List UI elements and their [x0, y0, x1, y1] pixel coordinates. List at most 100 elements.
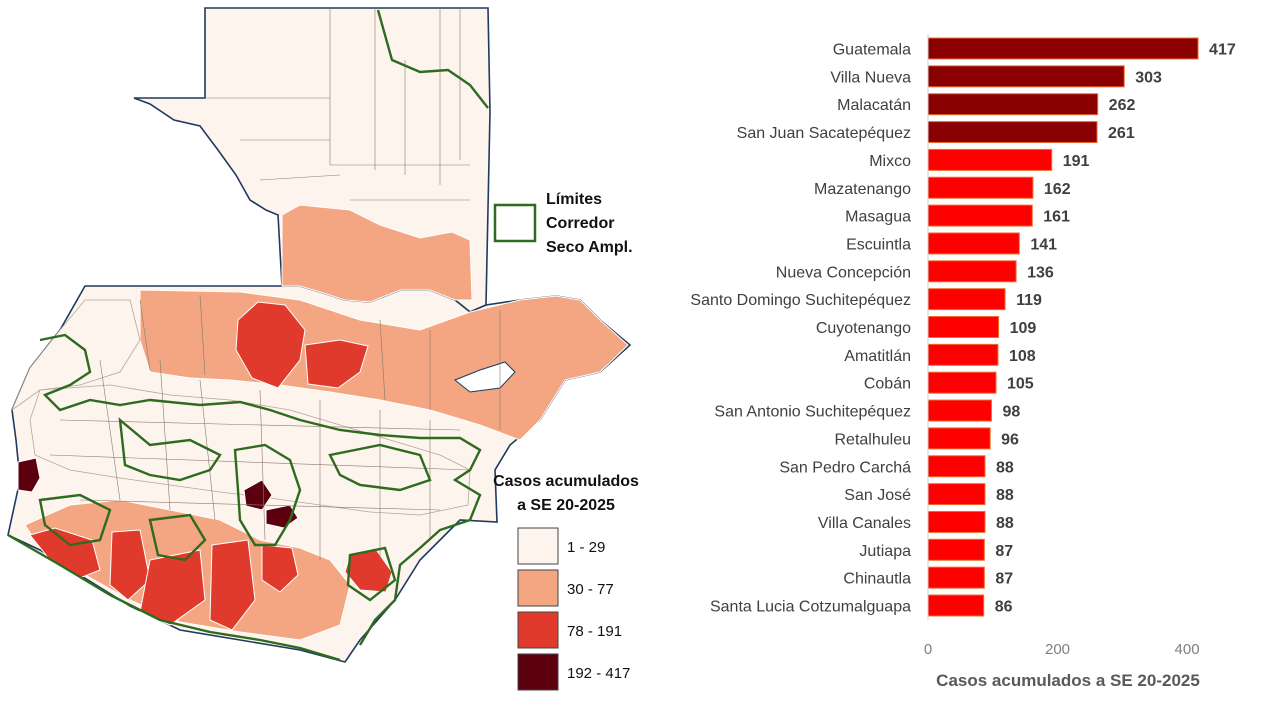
bar-13: [927, 371, 997, 394]
cases-legend-swatch-4: [517, 653, 559, 691]
category-label-8: Escuintla: [846, 236, 911, 253]
map-internal-boundaries: [49, 8, 501, 560]
map-zone-alta-verapaz: [281, 204, 473, 303]
bar-8: [927, 232, 1020, 255]
category-label-14: San Antonio Suchitepéquez: [714, 404, 911, 421]
map-zone-highlands: [29, 384, 471, 516]
corridor-legend: Límites Corredor Seco Ampl.: [493, 191, 633, 256]
category-label-13: Cobán: [864, 376, 911, 393]
bar-16: [927, 455, 986, 478]
corridor-legend-line-1: Límites: [546, 191, 602, 208]
bar-3: [927, 93, 1099, 116]
category-label-7: Masagua: [845, 209, 911, 226]
bar-19: [927, 538, 985, 561]
value-label-10: 119: [1016, 292, 1042, 309]
bar-15: [927, 427, 991, 450]
value-label-1: 417: [1209, 42, 1236, 59]
x-tick-label-2: 200: [1045, 641, 1070, 658]
bar-12: [927, 343, 999, 366]
value-label-12: 108: [1009, 348, 1036, 365]
map-zone-western: [11, 299, 141, 412]
category-label-5: Mixco: [869, 153, 911, 170]
x-axis-label: Casos acumulados a SE 20-2025: [936, 671, 1200, 690]
bar-7: [927, 204, 1033, 227]
value-label-15: 96: [1001, 431, 1019, 448]
category-label-19: Jutiapa: [859, 543, 911, 560]
cases-legend-swatch-1: [517, 527, 559, 565]
map-zone-red-coast-2: [109, 529, 151, 601]
bar-6: [927, 176, 1034, 199]
cases-bar-chart: Guatemala 417 Villa Nueva 303 Malacatán 262 Sa…: [690, 34, 1236, 690]
bar-20: [927, 566, 985, 589]
bars-layer: Guatemala 417 Villa Nueva 303 Malacatán 262 Sa…: [690, 37, 1236, 617]
category-label-11: Cuyotenango: [816, 320, 911, 337]
bar-2: [927, 65, 1125, 88]
cases-legend-title-2: a SE 20-2025: [517, 497, 615, 514]
value-label-19: 87: [995, 543, 1013, 560]
x-ticks-layer: 0 200 400: [924, 641, 1200, 658]
x-tick-label-1: 0: [924, 641, 932, 658]
value-label-7: 161: [1043, 209, 1070, 226]
map-panel: Límites Corredor Seco Ampl. Casos acumul…: [7, 7, 639, 691]
map-zone-red-coban: [235, 301, 306, 389]
guatemala-choropleth-map: Límites Corredor Seco Ampl. Casos acumul…: [7, 7, 639, 691]
map-country: [7, 7, 632, 663]
bar-11: [927, 316, 1000, 338]
map-zone-red-coast-4: [209, 539, 256, 631]
cases-legend-swatch-3: [517, 611, 559, 649]
category-label-1: Guatemala: [833, 42, 911, 59]
value-label-21: 86: [995, 599, 1013, 616]
bar-18: [927, 510, 986, 533]
category-label-12: Amatitlán: [844, 348, 911, 365]
value-label-3: 262: [1109, 97, 1136, 114]
bar-chart-panel: Guatemala 417 Villa Nueva 303 Malacatán 262 Sa…: [660, 0, 1280, 720]
category-label-16: San Pedro Carchá: [779, 459, 911, 476]
value-label-2: 303: [1135, 69, 1162, 86]
bar-21: [927, 594, 985, 617]
value-label-14: 98: [1002, 404, 1020, 421]
category-label-6: Mazatenango: [814, 181, 911, 198]
value-label-6: 162: [1044, 181, 1071, 198]
map-zone-darkred-sanjuan: [243, 479, 273, 511]
category-label-20: Chinautla: [843, 571, 911, 588]
bar-14: [927, 399, 992, 422]
value-label-16: 88: [996, 459, 1014, 476]
cases-legend-label-2: 30 - 77: [567, 581, 614, 598]
cases-legend: Casos acumulados a SE 20-2025 1 - 29 30 …: [493, 473, 639, 691]
bar-4: [927, 121, 1098, 144]
bar-5: [927, 148, 1053, 171]
category-label-2: Villa Nueva: [830, 69, 911, 86]
value-label-13: 105: [1007, 376, 1034, 393]
value-label-11: 109: [1010, 320, 1037, 337]
value-label-17: 88: [996, 487, 1014, 504]
category-label-3: Malacatán: [837, 97, 911, 114]
bar-1: [927, 37, 1199, 60]
category-label-9: Nueva Concepción: [776, 264, 911, 281]
value-label-4: 261: [1108, 125, 1135, 142]
value-label-20: 87: [995, 571, 1013, 588]
bar-17: [927, 483, 986, 506]
cases-legend-swatch-2: [517, 569, 559, 607]
corridor-legend-line-2: Corredor: [546, 215, 614, 232]
category-label-4: San Juan Sacatepéquez: [737, 125, 911, 142]
map-zone-red-coast-5: [261, 544, 299, 593]
cases-legend-label-1: 1 - 29: [567, 539, 605, 556]
category-label-18: Villa Canales: [818, 515, 911, 532]
value-label-18: 88: [996, 515, 1014, 532]
value-label-8: 141: [1030, 236, 1057, 253]
map-dry-corridor-outline: [7, 9, 489, 662]
category-label-17: San José: [844, 487, 911, 504]
value-label-5: 191: [1063, 153, 1090, 170]
corridor-legend-line-3: Seco Ampl.: [546, 239, 633, 256]
category-label-10: Santo Domingo Suchitepéquez: [690, 292, 911, 309]
corridor-legend-swatch: [493, 203, 537, 243]
bar-9: [927, 260, 1017, 283]
value-label-9: 136: [1027, 264, 1054, 281]
cases-legend-label-3: 78 - 191: [567, 623, 622, 640]
x-tick-label-3: 400: [1175, 641, 1200, 658]
cases-legend-label-4: 192 - 417: [567, 665, 630, 682]
map-zone-red-carcha: [304, 339, 369, 389]
category-label-15: Retalhuleu: [835, 431, 912, 448]
map-zone-darkred-malacatan: [17, 457, 41, 493]
category-label-21: Santa Lucia Cotzumalguapa: [710, 599, 911, 616]
